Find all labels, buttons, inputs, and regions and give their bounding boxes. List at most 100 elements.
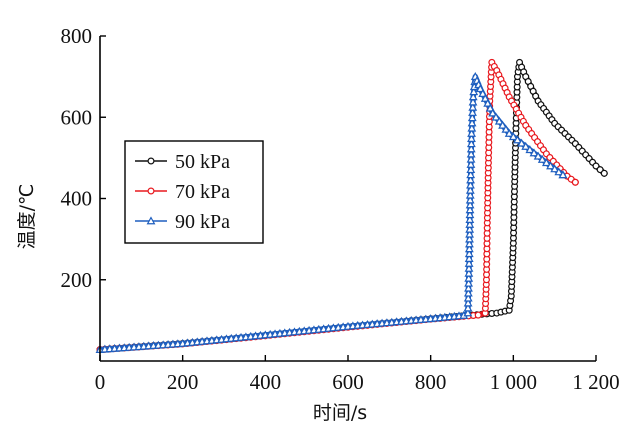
data-point [464,249,474,258]
data-point [485,103,495,112]
x-tick-label: 0 [95,370,106,394]
data-point [467,118,477,127]
data-point [465,185,475,194]
data-point [464,268,474,277]
data-point [466,170,476,179]
data-point [468,92,478,101]
data-point [467,123,477,132]
data-point [464,258,474,267]
data-point [465,219,475,228]
data-point [465,210,475,219]
data-point [466,154,476,163]
data-point [466,149,476,158]
ticks-layer: 0 200 400 600 800 1 000 1 200 200 400 600 800 [61,24,620,394]
data-point [533,151,543,160]
data-point [465,214,475,223]
y-tick-label: 800 [61,24,93,48]
data-point [508,132,518,141]
data-point [501,124,511,133]
data-point [146,216,156,225]
legend-label: 70 kPa [175,181,230,203]
data-point [465,205,475,214]
data-point [483,98,493,107]
data-point [494,116,504,125]
x-tick-label: 200 [167,370,199,394]
legend: 50 kPa 70 kPa 90 kPa [124,140,264,244]
data-point [464,263,474,272]
data-point [541,158,551,167]
data-point [525,145,535,154]
data-point [466,159,476,168]
legend-item: 50 kPa [135,151,230,173]
series-3 [95,71,568,353]
data-point [475,84,485,93]
data-point [463,308,473,317]
data-point [546,161,555,170]
data-point [504,128,514,137]
data-point [463,288,473,297]
data-point [521,141,531,150]
data-point [465,239,474,248]
y-tick-label: 200 [61,268,93,292]
data-point [558,170,568,179]
data-point [571,178,579,186]
data-point [480,93,490,102]
x-tick-label: 800 [415,370,447,394]
data-point [469,87,479,96]
x-axis-title: 时间/s [313,402,367,424]
data-point [537,154,547,163]
x-tick-label: 1 200 [572,370,619,394]
data-point [466,144,476,153]
data-point [529,148,539,157]
data-point [464,273,474,282]
legend-item: 70 kPa [135,181,230,203]
data-point [147,187,155,195]
data-point [517,138,527,147]
data-point [465,224,475,233]
legend-label: 50 kPa [175,151,230,173]
data-point [554,167,564,176]
data-point [467,113,477,122]
data-point [463,303,473,312]
data-point [465,190,475,199]
x-tick-label: 600 [332,370,364,394]
data-point [466,175,475,184]
data-point [463,293,473,302]
y-tick-label: 400 [61,187,93,211]
y-tick-label: 600 [61,105,93,129]
data-point [468,97,478,106]
legend-label: 90 kPa [175,211,230,233]
series-layer [95,58,608,354]
data-point [550,164,560,173]
data-point [467,134,476,142]
data-point [465,200,475,209]
data-point [513,135,522,144]
data-point [478,89,488,98]
data-point [464,253,474,262]
data-point [468,102,478,111]
data-point [474,311,482,319]
data-point [465,234,474,243]
data-point [466,139,476,148]
data-point [464,278,474,287]
data-point [498,120,508,129]
data-point [467,128,477,137]
data-point [600,169,608,177]
data-point [464,283,473,292]
y-axis-title: 温度/℃ [16,184,38,250]
data-point [466,180,475,189]
data-point [465,195,475,204]
x-tick-label: 400 [250,370,282,394]
data-point [466,165,476,174]
data-point [463,298,473,307]
legend-items: 50 kPa 70 kPa 90 kPa [135,151,230,233]
legend-item: 90 kPa [135,211,230,233]
data-point [491,112,501,121]
x-tick-label: 1 000 [490,370,537,394]
data-point [147,157,155,165]
data-point [488,108,498,117]
data-point [468,107,477,116]
data-point [464,244,474,253]
